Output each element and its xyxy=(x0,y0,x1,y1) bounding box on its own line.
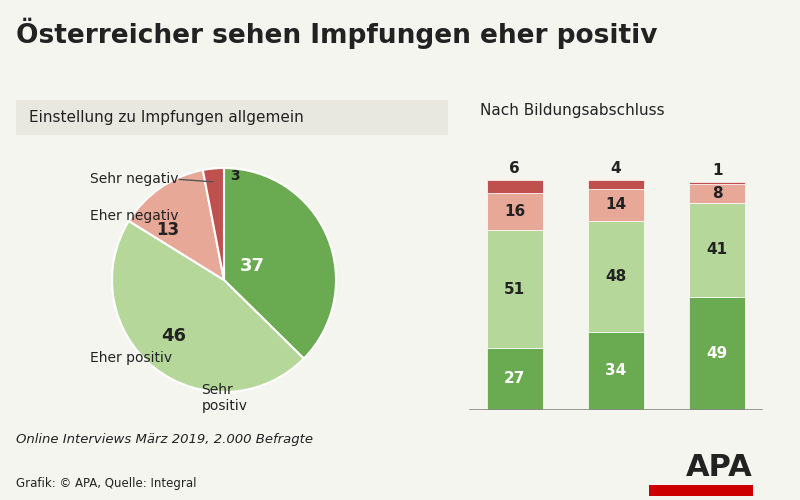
Text: 48: 48 xyxy=(606,269,626,284)
Text: 1: 1 xyxy=(712,164,722,178)
Text: 16: 16 xyxy=(504,204,526,220)
Bar xyxy=(588,332,644,410)
Text: APA: APA xyxy=(686,453,753,482)
Text: Grafik: © APA, Quelle: Integral: Grafik: © APA, Quelle: Integral xyxy=(16,478,197,490)
Text: Nach Bildungsabschluss: Nach Bildungsabschluss xyxy=(480,102,665,118)
Text: Sehr negativ: Sehr negativ xyxy=(90,172,178,186)
Bar xyxy=(486,230,542,348)
Wedge shape xyxy=(203,168,224,280)
Bar xyxy=(690,184,746,203)
Bar xyxy=(690,182,746,184)
Bar xyxy=(690,202,746,297)
Text: 46: 46 xyxy=(161,327,186,345)
Bar xyxy=(486,194,542,230)
Text: Online Interviews März 2019, 2.000 Befragte: Online Interviews März 2019, 2.000 Befra… xyxy=(16,432,313,446)
Text: 8: 8 xyxy=(712,186,722,201)
Text: 49: 49 xyxy=(706,346,728,361)
Text: 4: 4 xyxy=(610,161,622,176)
Bar xyxy=(588,189,644,221)
Wedge shape xyxy=(129,170,224,280)
Text: 41: 41 xyxy=(706,242,728,258)
Bar xyxy=(588,221,644,332)
Text: 14: 14 xyxy=(606,198,626,212)
Text: Einstellung zu Impfungen allgemein: Einstellung zu Impfungen allgemein xyxy=(29,110,304,125)
Wedge shape xyxy=(112,221,304,392)
Text: 34: 34 xyxy=(606,364,626,378)
Text: Eher positiv: Eher positiv xyxy=(90,352,172,366)
Bar xyxy=(588,180,644,189)
Wedge shape xyxy=(224,168,336,358)
Bar xyxy=(486,180,542,194)
Text: 3: 3 xyxy=(230,170,240,183)
Text: Eher negativ: Eher negativ xyxy=(90,208,178,222)
Text: 27: 27 xyxy=(504,372,526,386)
Text: 6: 6 xyxy=(510,161,520,176)
Text: Sehr
positiv: Sehr positiv xyxy=(202,382,248,412)
Text: 51: 51 xyxy=(504,282,526,296)
Text: Österreicher sehen Impfungen eher positiv: Österreicher sehen Impfungen eher positi… xyxy=(16,18,658,49)
Bar xyxy=(486,348,542,410)
Text: 13: 13 xyxy=(157,220,179,238)
Text: 37: 37 xyxy=(239,257,265,275)
FancyBboxPatch shape xyxy=(649,485,753,496)
Bar xyxy=(690,297,746,410)
